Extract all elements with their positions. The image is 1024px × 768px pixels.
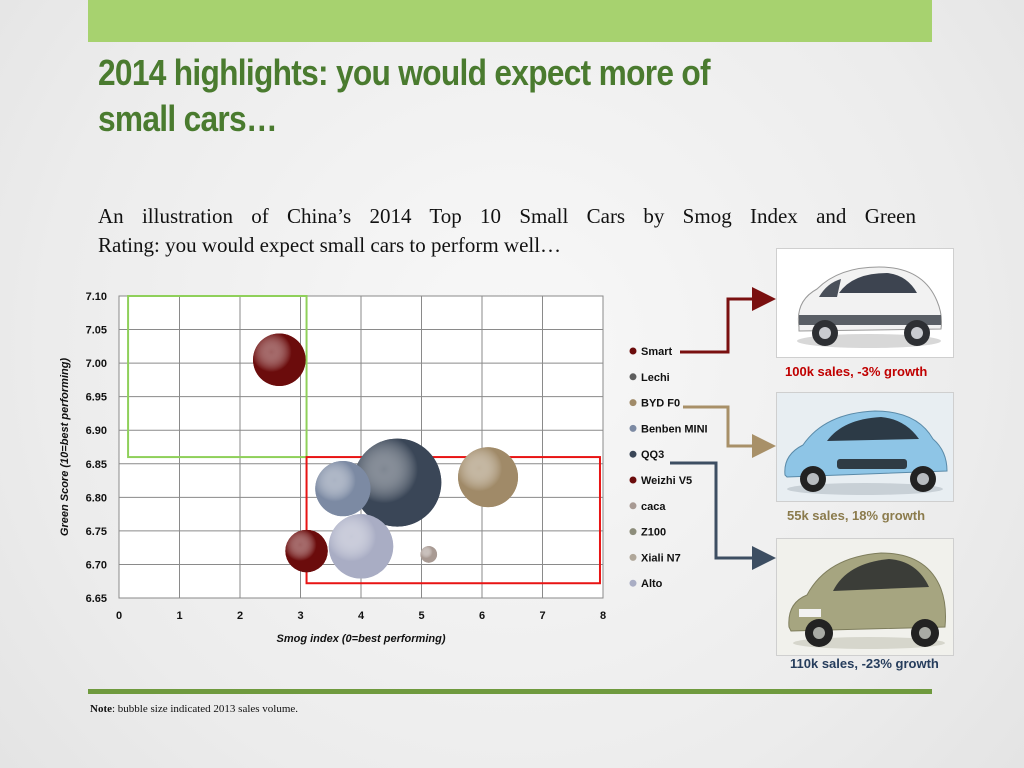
y-tick-label: 7.00 <box>86 358 107 370</box>
x-tick-label: 4 <box>358 610 365 622</box>
chart-legend: Smart Lechi BYD F0 Benben MINI QQ3 Weizhi V5 c… <box>629 346 708 590</box>
legend-marker <box>629 476 637 484</box>
legend-item-benben-mini: Benben MINI <box>629 423 708 435</box>
legend-marker <box>629 528 637 536</box>
x-tick-label: 6 <box>479 610 485 622</box>
bottom-accent-rule <box>88 689 932 694</box>
bubble-shading <box>285 529 328 573</box>
legend-label: Benben MINI <box>641 423 708 435</box>
legend-item-alto: Alto <box>629 578 663 590</box>
bubble-shading <box>458 447 519 508</box>
chart-regions <box>127 295 601 585</box>
legend-item-byd-f0: BYD F0 <box>629 398 680 410</box>
legend-marker <box>629 424 637 432</box>
y-tick-label: 6.65 <box>86 593 107 605</box>
car-image-byd <box>777 393 953 501</box>
y-tick-label: 7.10 <box>86 291 107 303</box>
car-image-smart <box>777 249 953 357</box>
car-photo-qq3 <box>776 538 954 656</box>
y-tick-label: 6.90 <box>86 425 107 437</box>
slide-subtitle-line-1: An illustration of China’s 2014 Top 10 S… <box>98 204 916 228</box>
legend-item-z100: Z100 <box>629 527 666 539</box>
car-caption-byd: 55k sales, 18% growth <box>787 508 926 523</box>
car-side-window <box>819 279 841 297</box>
car-license-plate <box>799 609 821 617</box>
x-tick-label: 0 <box>116 610 122 622</box>
bubble-shading <box>420 546 438 563</box>
legend-marker <box>629 450 637 458</box>
y-tick-label: 6.75 <box>86 526 107 538</box>
x-tick-label: 7 <box>539 610 545 622</box>
top-accent-band <box>88 0 932 42</box>
bubble-chart: 0 1 2 3 4 5 6 7 8 6.65 6.70 6.75 6.80 6.85 6.90 6.95 7.0… <box>59 291 708 645</box>
car-windshield <box>833 559 929 591</box>
bubble-shading <box>315 461 371 517</box>
footnote: Note: bubble size indicated 2013 sales v… <box>90 703 298 715</box>
legend-item-xiali-n7: Xiali N7 <box>629 552 681 564</box>
chart-tick-labels: 0 1 2 3 4 5 6 7 8 6.65 6.70 6.75 6.80 6.85 6.90 6.95 7.0… <box>86 291 606 622</box>
legend-label: QQ3 <box>641 449 664 461</box>
x-axis-title: Smog index (0=best performing) <box>277 633 446 645</box>
car-bumper <box>799 315 941 325</box>
legend-marker <box>629 553 637 561</box>
y-tick-label: 6.80 <box>86 492 107 504</box>
chart-bubbles <box>253 333 519 579</box>
y-tick-label: 6.85 <box>86 459 107 471</box>
car-caption-smart: 100k sales, -3% growth <box>785 364 928 379</box>
highlight-region-1 <box>305 456 601 585</box>
legend-marker <box>629 373 637 381</box>
legend-item-weizhi-v5: Weizhi V5 <box>629 475 692 487</box>
x-tick-label: 8 <box>600 610 606 622</box>
slide-subtitle-line-2: Rating: you would expect small cars to p… <box>98 233 562 257</box>
bubble-shading <box>253 333 306 387</box>
legend-label: Xiali N7 <box>641 552 681 564</box>
legend-item-lechi: Lechi <box>629 372 670 384</box>
bubble-shading <box>328 514 394 579</box>
legend-label: Alto <box>641 578 663 590</box>
y-tick-label: 7.05 <box>86 325 107 337</box>
legend-label: Smart <box>641 346 673 358</box>
y-tick-label: 6.70 <box>86 559 107 571</box>
legend-label: caca <box>641 501 666 513</box>
x-tick-label: 3 <box>297 610 303 622</box>
legend-label: Weizhi V5 <box>641 475 692 487</box>
car-windshield <box>839 273 917 293</box>
x-tick-label: 1 <box>176 610 182 622</box>
legend-marker <box>629 579 637 587</box>
legend-label: Lechi <box>641 372 670 384</box>
y-tick-label: 6.95 <box>86 392 107 404</box>
slide-title: 2014 highlights: you would expect more o… <box>98 52 711 139</box>
car-photo-byd <box>776 392 954 502</box>
legend-label: Z100 <box>641 527 666 539</box>
legend-marker <box>629 347 637 355</box>
y-axis-title: Green Score (10=best performing) <box>59 358 71 537</box>
car-shadow <box>787 483 943 495</box>
car-grille <box>837 459 907 469</box>
legend-marker <box>629 502 637 510</box>
legend-item-caca: caca <box>629 501 666 513</box>
car-photo-smart <box>776 248 954 358</box>
footnote-label: Note <box>90 703 112 715</box>
legend-item-qq3: QQ3 <box>629 449 664 461</box>
legend-item-smart: Smart <box>629 346 673 358</box>
car-image-qq3 <box>777 539 953 655</box>
x-tick-label: 2 <box>237 610 243 622</box>
bubble-shading <box>353 438 442 527</box>
footnote-text: : bubble size indicated 2013 sales volum… <box>112 703 299 715</box>
highlight-region-0 <box>127 295 308 459</box>
legend-label: BYD F0 <box>641 398 680 410</box>
car-windshield <box>827 417 919 441</box>
x-tick-label: 5 <box>418 610 424 622</box>
car-caption-qq3: 110k sales, -23% growth <box>790 656 939 671</box>
legend-marker <box>629 399 637 407</box>
